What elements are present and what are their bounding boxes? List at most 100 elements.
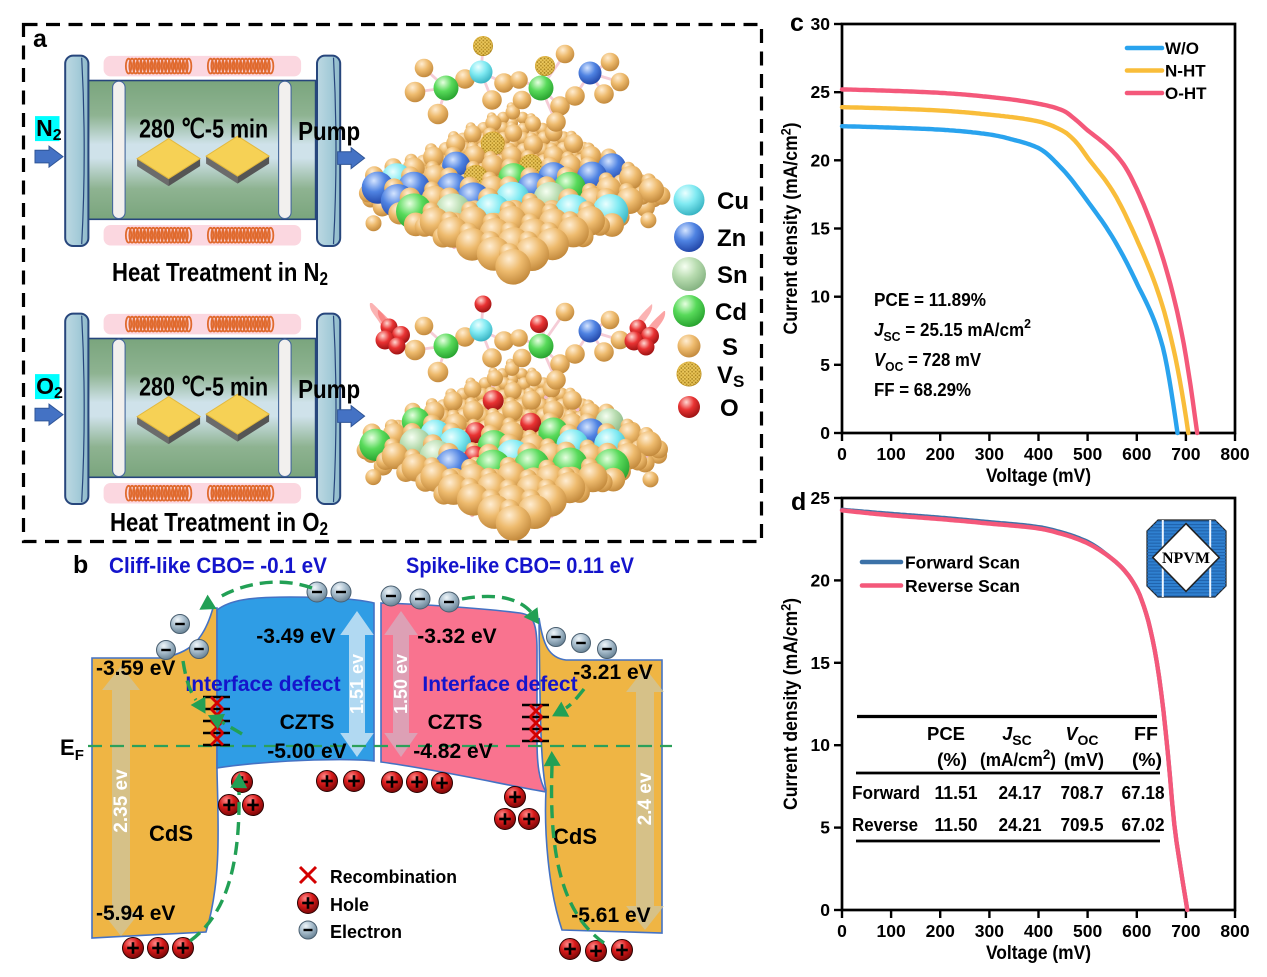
svg-text:-4.82 eV: -4.82 eV	[413, 740, 492, 763]
svg-text:CdS: CdS	[553, 824, 597, 849]
svg-text:O: O	[720, 395, 739, 422]
svg-text:20: 20	[811, 150, 831, 170]
svg-text:11.50: 11.50	[935, 815, 978, 835]
svg-text:100: 100	[877, 444, 906, 464]
svg-text:JSC: JSC	[1002, 724, 1031, 748]
svg-text:Reverse: Reverse	[852, 815, 918, 835]
svg-text:S: S	[722, 334, 738, 361]
svg-text:CdS: CdS	[149, 821, 193, 846]
svg-text:-5.00 eV: -5.00 eV	[267, 740, 346, 763]
svg-text:Heat Treatment in N2: Heat Treatment in N2	[112, 257, 328, 289]
svg-text:67.18: 67.18	[1122, 783, 1165, 803]
svg-text:15: 15	[811, 653, 831, 673]
svg-text:FF: FF	[1134, 724, 1158, 744]
svg-text:O2: O2	[36, 373, 63, 402]
svg-text:24.21: 24.21	[999, 815, 1042, 835]
svg-text:280 ℃-5 min: 280 ℃-5 min	[139, 372, 268, 402]
svg-text:a: a	[33, 25, 48, 53]
svg-text:0: 0	[837, 444, 847, 464]
svg-text:EF: EF	[60, 735, 84, 764]
svg-text:-3.21 eV: -3.21 eV	[573, 661, 652, 684]
svg-text:800: 800	[1220, 444, 1249, 464]
svg-text:CZTS: CZTS	[428, 711, 483, 734]
svg-text:600: 600	[1122, 921, 1151, 941]
svg-text:500: 500	[1073, 444, 1102, 464]
svg-text:VOC = 728 mV: VOC = 728 mV	[874, 350, 981, 374]
svg-text:25: 25	[811, 82, 831, 102]
svg-text:300: 300	[975, 921, 1004, 941]
svg-text:Pump: Pump	[298, 374, 360, 404]
svg-text:1.51 ev: 1.51 ev	[347, 654, 367, 714]
svg-text:N-HT: N-HT	[1165, 62, 1206, 81]
svg-text:709.5: 709.5	[1061, 815, 1104, 835]
svg-text:(mA/cm2): (mA/cm2)	[980, 746, 1056, 770]
svg-text:-5.61 eV: -5.61 eV	[571, 904, 650, 927]
svg-text:Cd: Cd	[715, 299, 747, 326]
svg-text:200: 200	[926, 444, 955, 464]
svg-text:-3.49 eV: -3.49 eV	[256, 625, 335, 648]
svg-text:Electron: Electron	[330, 922, 402, 942]
svg-text:-5.94 eV: -5.94 eV	[96, 902, 175, 925]
svg-text:Spike-like CBO= 0.11 eV: Spike-like CBO= 0.11 eV	[406, 553, 634, 578]
svg-text:Current density (mA/cm2): Current density (mA/cm2)	[779, 598, 803, 810]
svg-text:Zn: Zn	[717, 225, 746, 252]
svg-text:PCE = 11.89%: PCE = 11.89%	[874, 290, 986, 310]
svg-text:10: 10	[811, 287, 831, 307]
svg-text:100: 100	[877, 921, 906, 941]
svg-text:25: 25	[811, 488, 831, 508]
svg-text:600: 600	[1122, 444, 1151, 464]
svg-text:2.35 ev: 2.35 ev	[111, 769, 132, 833]
svg-text:d: d	[791, 488, 806, 516]
svg-text:0: 0	[820, 900, 830, 920]
svg-text:O-HT: O-HT	[1165, 84, 1207, 103]
svg-text:JSC = 25.15 mA/cm2: JSC = 25.15 mA/cm2	[874, 316, 1031, 344]
svg-text:15: 15	[811, 219, 831, 239]
svg-text:FF = 68.29%: FF = 68.29%	[874, 380, 971, 400]
svg-text:Sn: Sn	[717, 262, 748, 289]
svg-text:280 ℃-5 min: 280 ℃-5 min	[139, 114, 268, 144]
svg-text:Forward Scan: Forward Scan	[905, 553, 1020, 573]
svg-text:c: c	[790, 9, 804, 37]
svg-text:67.02: 67.02	[1122, 815, 1165, 835]
svg-text:5: 5	[820, 355, 830, 375]
svg-text:300: 300	[975, 444, 1004, 464]
svg-text:Heat Treatment in O2: Heat Treatment in O2	[110, 507, 328, 539]
svg-text:1.50 ev: 1.50 ev	[391, 654, 411, 714]
svg-text:400: 400	[1024, 444, 1053, 464]
svg-text:(%): (%)	[937, 750, 967, 770]
svg-text:5: 5	[820, 818, 830, 838]
svg-text:CZTS: CZTS	[280, 711, 335, 734]
svg-text:800: 800	[1220, 921, 1249, 941]
svg-text:0: 0	[837, 921, 847, 941]
svg-text:Voltage (mV): Voltage (mV)	[986, 466, 1091, 487]
svg-text:Cliff-like CBO= -0.1 eV: Cliff-like CBO= -0.1 eV	[109, 553, 327, 578]
svg-text:W/O: W/O	[1165, 39, 1199, 58]
svg-text:20: 20	[811, 570, 831, 590]
svg-text:700: 700	[1171, 444, 1200, 464]
svg-text:NPVM: NPVM	[1162, 550, 1210, 567]
svg-text:400: 400	[1024, 921, 1053, 941]
svg-text:11.51: 11.51	[935, 783, 978, 803]
svg-text:30: 30	[811, 14, 831, 34]
svg-text:Forward: Forward	[852, 783, 920, 803]
svg-text:-3.59 eV: -3.59 eV	[96, 657, 175, 680]
svg-text:-3.32 eV: -3.32 eV	[417, 625, 496, 648]
svg-text:708.7: 708.7	[1061, 783, 1104, 803]
svg-text:Voltage (mV): Voltage (mV)	[986, 943, 1091, 964]
svg-text:Reverse Scan: Reverse Scan	[905, 576, 1020, 596]
svg-text:0: 0	[820, 423, 830, 443]
svg-text:Cu: Cu	[717, 188, 749, 215]
svg-text:10: 10	[811, 735, 831, 755]
svg-text:b: b	[73, 551, 88, 579]
svg-text:(mV): (mV)	[1064, 750, 1104, 770]
svg-text:Current density (mA/cm2): Current density (mA/cm2)	[779, 123, 803, 335]
svg-text:Recombination: Recombination	[330, 867, 457, 887]
svg-text:24.17: 24.17	[999, 783, 1042, 803]
svg-text:Hole: Hole	[330, 895, 369, 915]
svg-text:500: 500	[1073, 921, 1102, 941]
svg-text:700: 700	[1171, 921, 1200, 941]
svg-text:Pump: Pump	[298, 116, 360, 146]
svg-text:Interface defect: Interface defect	[185, 673, 340, 696]
svg-text:PCE: PCE	[927, 724, 965, 744]
svg-text:VS: VS	[717, 362, 744, 391]
